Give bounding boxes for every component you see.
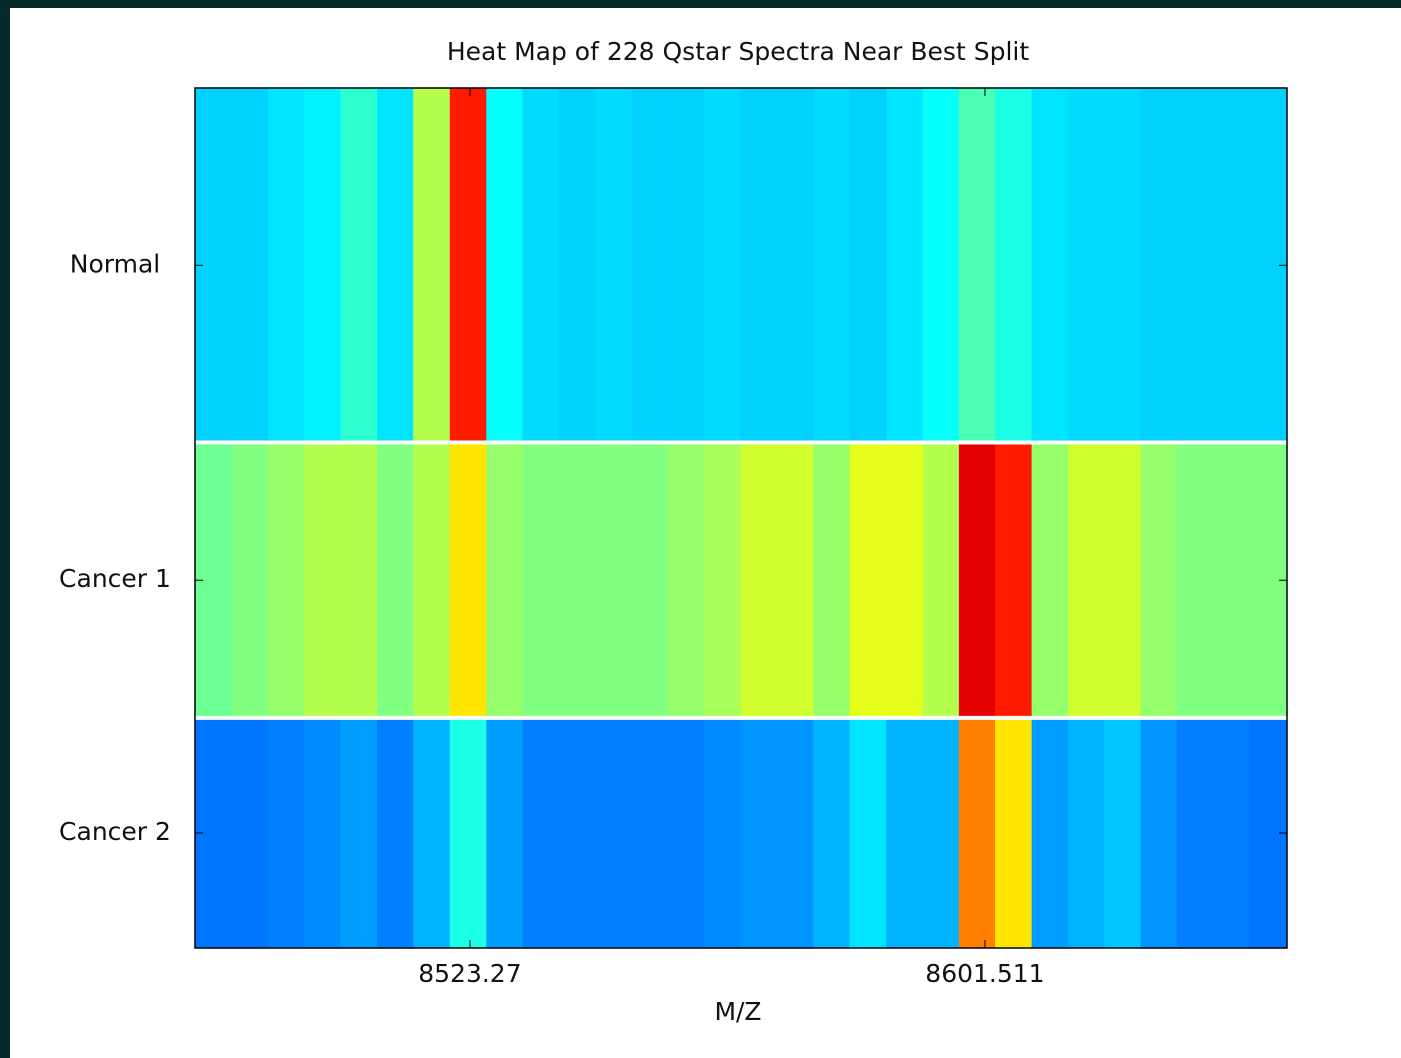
heatmap-cell [777,442,814,718]
heatmap-cell [1068,717,1105,948]
heatmap-cell [1177,442,1215,718]
heatmap-cell [667,717,705,948]
heatmap-cell [449,442,487,718]
heatmap-cell [1177,717,1215,948]
heatmap-cell [1213,717,1251,948]
heatmap-cell [595,442,633,718]
heatmap-cell [1140,717,1178,948]
heatmap-cell [449,717,487,948]
heatmap-cell [849,442,887,718]
y-tick-label: Cancer 2 [59,817,171,846]
heatmap-cell [740,442,778,718]
heatmap-cell [413,717,451,948]
heatmap-cell [231,442,269,718]
heatmap-cell [849,88,887,443]
heatmap-cell [486,442,523,718]
heatmap-cell [340,88,378,443]
heatmap-cell [1213,442,1251,718]
heatmap-cell [595,717,633,948]
heatmap-cell [922,442,960,718]
x-tick-label: 8523.27 [418,959,521,988]
heatmap-cell [522,88,560,443]
x-axis-label: M/Z [714,997,761,1026]
y-tick-label: Normal [70,249,160,278]
heatmap-cell [303,442,341,718]
heatmap-cell [1031,717,1069,948]
heatmap-cell [1031,88,1069,443]
heatmap-cell [522,717,560,948]
heatmap-cell [1177,88,1215,443]
heatmap-cell [958,442,996,718]
heatmap-cell [486,717,523,948]
heatmap-cell [558,442,596,718]
heatmap-cell [340,442,378,718]
heatmap-cell [886,442,924,718]
heatmap-cell [1104,442,1142,718]
heatmap-cell [1140,442,1178,718]
heatmap-cell [777,88,814,443]
heatmap-cell [631,717,669,948]
heatmap-cell [740,717,778,948]
heatmap-cell [1104,717,1142,948]
heatmap-cell [886,717,924,948]
heatmap-cell [958,717,996,948]
heatmap-cell [922,717,960,948]
heatmap-cell [522,442,560,718]
heatmap-cell [267,88,305,443]
heatmap-cell [340,717,378,948]
heatmap-cell [558,88,596,443]
x-tick-label: 8601.511 [925,959,1044,988]
heatmap-cell [1031,442,1069,718]
heatmap-cell [303,717,341,948]
heatmap-cell [1068,442,1105,718]
heatmap-cell [595,88,633,443]
heatmap-cell [886,88,924,443]
heatmap-cell [377,88,414,443]
heatmap-cell [1213,88,1251,443]
heatmap-cell [413,442,451,718]
heatmap-cell [777,717,814,948]
y-tick-label: Cancer 1 [59,564,171,593]
heatmap-cell [995,717,1033,948]
heatmap-cell [267,442,305,718]
plot-frame [194,87,1288,949]
heatmap-cell [267,717,305,948]
heatmap-cell [704,88,742,443]
heatmap-cell [1068,88,1105,443]
heatmap-cell [449,88,487,443]
heatmap-cell [704,717,742,948]
heatmap-cell [813,717,851,948]
heatmap-cell [813,442,851,718]
heatmap-cell [1140,88,1178,443]
heatmap-cell [740,88,778,443]
heatmap-cell [704,442,742,718]
heatmap-cell [558,717,596,948]
heatmap-cell [377,717,414,948]
heatmap-cell [667,88,705,443]
heatmap-cell [231,88,269,443]
chart-title: Heat Map of 228 Qstar Spectra Near Best … [447,37,1029,66]
heatmap-cell [995,88,1033,443]
heatmap-cell [377,442,414,718]
heatmap-cell [922,88,960,443]
heatmap-cell [486,88,523,443]
heatmap-cell [813,88,851,443]
heatmap-cell [631,442,669,718]
heatmap-cell [413,88,451,443]
heatmap-cell [1104,88,1142,443]
heatmap-cell [667,442,705,718]
heatmap-cell [958,88,996,443]
heatmap-cell [631,88,669,443]
heatmap-cell [303,88,341,443]
heatmap-cell [849,717,887,948]
heatmap-cell [995,442,1033,718]
heatmap-cell [231,717,269,948]
